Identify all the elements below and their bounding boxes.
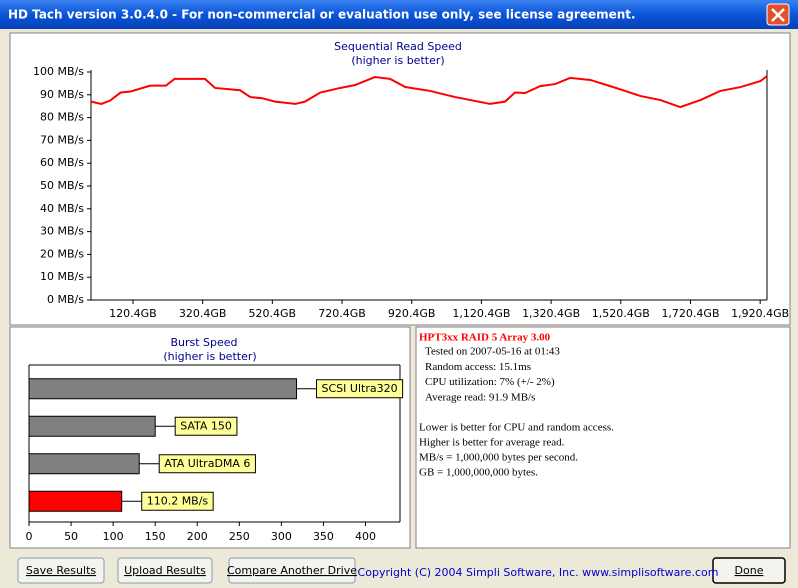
x-tick-label: 1,120.4GB [452, 307, 510, 320]
info-line: Average read: 91.9 MB/s [425, 391, 535, 403]
x-tick-label: 400 [355, 530, 376, 543]
button-label[interactable]: Done [735, 564, 764, 577]
y-tick-label: 40 MB/s [40, 202, 84, 215]
bar [28, 490, 123, 512]
y-tick-label: 80 MB/s [40, 111, 84, 124]
bar [28, 415, 156, 437]
y-tick-label: 30 MB/s [40, 225, 84, 238]
chart-subtitle: (higher is better) [163, 350, 256, 363]
info-line: CPU utilization: 7% (+/- 2%) [425, 376, 555, 388]
bar [28, 453, 140, 475]
bar-label: SATA 150 [180, 419, 232, 432]
button[interactable] [17, 557, 105, 584]
button[interactable] [117, 557, 213, 584]
bar-label: 110.2 MB/s [147, 494, 209, 507]
info-line: Tested on 2007-05-16 at 01:43 [425, 346, 560, 358]
bar-label: SCSI Ultra320 [322, 382, 398, 395]
y-tick-label: 20 MB/s [40, 247, 84, 260]
window-title: HD Tach version 3.0.4.0 - For non-commer… [8, 8, 636, 22]
x-tick-label: 150 [145, 530, 166, 543]
info-panel [415, 326, 791, 549]
button-label[interactable]: Upload Results [124, 564, 206, 577]
copyright: Copyright (C) 2004 Simpli Software, Inc.… [358, 566, 719, 579]
bar-label: ATA UltraDMA 6 [164, 457, 250, 470]
info-note: Lower is better for CPU and random acces… [419, 422, 614, 434]
info-note: MB/s = 1,000,000 bytes per second. [419, 452, 578, 464]
y-tick-label: 0 MB/s [47, 293, 84, 306]
x-tick-label: 1,720.4GB [661, 307, 719, 320]
x-tick-label: 120.4GB [109, 307, 157, 320]
x-tick-label: 250 [229, 530, 250, 543]
close-icon [771, 8, 785, 22]
x-tick-label: 1,320.4GB [522, 307, 580, 320]
x-tick-label: 350 [313, 530, 334, 543]
chart-title: Sequential Read Speed [334, 40, 462, 53]
info-note: Higher is better for average read. [419, 437, 565, 449]
y-tick-label: 10 MB/s [40, 270, 84, 283]
y-tick-label: 100 MB/s [33, 65, 84, 78]
y-tick-label: 70 MB/s [40, 133, 84, 146]
info-note: GB = 1,000,000,000 bytes. [419, 467, 538, 479]
bar [28, 378, 298, 400]
x-tick-label: 520.4GB [249, 307, 297, 320]
button[interactable] [712, 557, 786, 584]
x-tick-label: 320.4GB [179, 307, 227, 320]
y-tick-label: 90 MB/s [40, 88, 84, 101]
y-tick-label: 60 MB/s [40, 156, 84, 169]
drive-name: HPT3xx RAID 5 Array 3.00 [419, 332, 551, 344]
x-tick-label: 100 [103, 530, 124, 543]
x-tick-label: 0 [26, 530, 33, 543]
x-tick-label: 1,520.4GB [592, 307, 650, 320]
button[interactable] [228, 557, 356, 584]
x-tick-label: 300 [271, 530, 292, 543]
chart-title: Burst Speed [170, 336, 237, 349]
x-tick-label: 50 [64, 530, 78, 543]
x-tick-label: 1,920.4GB [731, 307, 789, 320]
info-line: Random access: 15.1ms [425, 361, 531, 373]
x-tick-label: 920.4GB [388, 307, 436, 320]
x-tick-label: 200 [187, 530, 208, 543]
chart-subtitle: (higher is better) [351, 54, 444, 67]
x-tick-label: 720.4GB [318, 307, 366, 320]
y-tick-label: 50 MB/s [40, 179, 84, 192]
button-label[interactable]: Compare Another Drive [227, 564, 357, 577]
title-bar [0, 0, 798, 29]
read-panel [9, 32, 791, 326]
read-line [90, 75, 768, 109]
button-label[interactable]: Save Results [26, 564, 96, 577]
